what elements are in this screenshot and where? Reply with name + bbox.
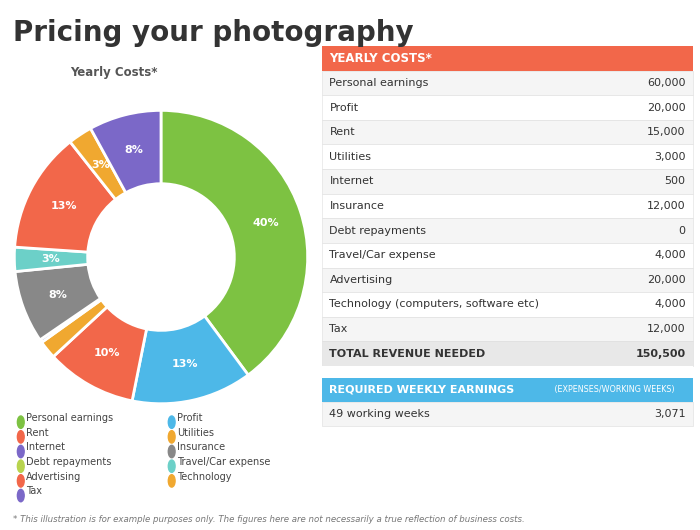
Ellipse shape [18, 416, 24, 428]
Text: 13%: 13% [172, 359, 198, 369]
Text: 20,000: 20,000 [647, 275, 685, 285]
Bar [322, 268, 693, 292]
Text: 13%: 13% [50, 201, 77, 211]
Ellipse shape [168, 416, 175, 428]
Wedge shape [15, 142, 116, 252]
Bar [322, 218, 693, 243]
Ellipse shape [18, 431, 24, 443]
Text: 150,500: 150,500 [636, 349, 685, 359]
Text: Technology: Technology [177, 472, 232, 482]
Wedge shape [90, 110, 161, 193]
Ellipse shape [18, 460, 24, 472]
Text: 500: 500 [664, 176, 685, 187]
Bar [322, 145, 693, 169]
Text: Travel/Car expense: Travel/Car expense [177, 457, 271, 467]
Text: Yearly Costs*: Yearly Costs* [70, 66, 158, 80]
Wedge shape [53, 307, 146, 401]
Text: Personal earnings: Personal earnings [27, 413, 113, 423]
Text: YEARLY COSTS*: YEARLY COSTS* [330, 52, 433, 65]
Bar [322, 70, 693, 95]
Text: 15,000: 15,000 [647, 127, 685, 137]
Text: Tax: Tax [27, 487, 42, 496]
Text: Insurance: Insurance [330, 201, 384, 211]
Ellipse shape [168, 460, 175, 472]
Text: (EXPENSES/WORKING WEEKS): (EXPENSES/WORKING WEEKS) [552, 385, 675, 394]
Text: Profit: Profit [330, 103, 358, 112]
Text: Debt repayments: Debt repayments [330, 226, 426, 236]
Wedge shape [15, 264, 101, 340]
Bar [322, 120, 693, 145]
Bar [322, 317, 693, 341]
Text: 10%: 10% [94, 348, 120, 358]
Ellipse shape [18, 475, 24, 487]
Text: 40%: 40% [252, 218, 279, 227]
Bar [322, 292, 693, 317]
Text: 49 working weeks: 49 working weeks [330, 409, 430, 419]
Bar [322, 47, 693, 70]
Text: Utilities: Utilities [177, 428, 214, 438]
Text: * This illustration is for example purposes only. The figures here are not neces: * This illustration is for example purpo… [13, 515, 524, 524]
Text: 8%: 8% [125, 145, 144, 155]
Text: Technology (computers, software etc): Technology (computers, software etc) [330, 299, 540, 310]
Wedge shape [70, 128, 126, 199]
Text: Insurance: Insurance [177, 443, 225, 452]
Text: 3,000: 3,000 [654, 152, 685, 162]
Ellipse shape [168, 475, 175, 487]
Text: Advertising: Advertising [27, 472, 82, 482]
Ellipse shape [168, 445, 175, 458]
Text: 0: 0 [678, 226, 685, 236]
Wedge shape [40, 298, 102, 342]
Text: 3,071: 3,071 [654, 409, 685, 419]
Text: Pricing your photography: Pricing your photography [13, 19, 413, 47]
Text: Rent: Rent [330, 127, 355, 137]
Text: 8%: 8% [48, 290, 67, 300]
Text: 3%: 3% [41, 254, 60, 264]
Text: Utilities: Utilities [330, 152, 372, 162]
Text: Rent: Rent [27, 428, 49, 438]
Text: Internet: Internet [330, 176, 374, 187]
Text: Advertising: Advertising [330, 275, 393, 285]
Wedge shape [42, 300, 107, 357]
Text: TOTAL REVENUE NEEDED: TOTAL REVENUE NEEDED [330, 349, 486, 359]
Bar [322, 366, 693, 377]
Text: Internet: Internet [27, 443, 65, 452]
Ellipse shape [168, 431, 175, 443]
Text: 4,000: 4,000 [654, 299, 685, 310]
Wedge shape [161, 110, 308, 375]
Text: 12,000: 12,000 [647, 201, 685, 211]
Text: Profit: Profit [177, 413, 203, 423]
Bar [322, 169, 693, 193]
Text: 20,000: 20,000 [647, 103, 685, 112]
Text: Debt repayments: Debt repayments [27, 457, 112, 467]
Bar [322, 341, 693, 366]
Text: Travel/Car expense: Travel/Car expense [330, 250, 436, 260]
Bar [322, 402, 693, 427]
Ellipse shape [18, 445, 24, 458]
Text: 60,000: 60,000 [647, 78, 685, 88]
Text: REQUIRED WEEKLY EARNINGS: REQUIRED WEEKLY EARNINGS [330, 385, 514, 395]
Text: 4,000: 4,000 [654, 250, 685, 260]
Bar [322, 243, 693, 268]
Text: 3%: 3% [91, 160, 110, 170]
Text: Personal earnings: Personal earnings [330, 78, 429, 88]
Bar [322, 95, 693, 120]
Bar [322, 193, 693, 218]
Ellipse shape [18, 489, 24, 502]
Text: 12,000: 12,000 [647, 324, 685, 334]
Text: Tax: Tax [330, 324, 348, 334]
Bar [322, 377, 693, 402]
Wedge shape [14, 247, 88, 271]
Wedge shape [132, 316, 248, 404]
